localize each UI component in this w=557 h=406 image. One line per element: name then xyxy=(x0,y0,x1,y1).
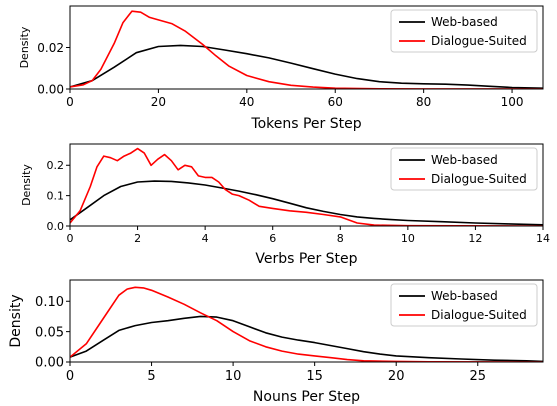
x-axis-label: Nouns Per Step xyxy=(253,389,360,405)
legend-label: Web-based xyxy=(431,289,498,303)
legend: Web-based Dialogue-Suited xyxy=(390,147,538,191)
legend-box xyxy=(390,283,538,327)
y-tick-label: 0.1 xyxy=(47,190,65,203)
series-line-dialogue-suited xyxy=(70,286,543,362)
x-axis-label: Verbs Per Step xyxy=(255,251,357,267)
x-tick-label: 15 xyxy=(306,369,323,384)
x-tick-label: 0 xyxy=(67,232,74,245)
x-tick-label: 2 xyxy=(134,232,141,245)
chart-panel-1: 0 20 40 60 80 100 0.00 0.02 Tokens Per Step Densi… xyxy=(18,5,544,132)
y-tick-label: 0.00 xyxy=(37,82,64,96)
x-tick-label: 8 xyxy=(337,232,344,245)
series-line-web-based xyxy=(70,44,543,89)
x-tick-label: 14 xyxy=(536,232,550,245)
legend-label: Dialogue-Suited xyxy=(431,308,527,322)
x-tick-label: 12 xyxy=(468,232,482,245)
y-axis-label: Density xyxy=(8,294,24,347)
y-tick-label: 0.05 xyxy=(35,325,64,340)
legend-label: Web-based xyxy=(431,15,498,29)
x-tick-label: 100 xyxy=(501,95,524,109)
x-tick-label: 60 xyxy=(328,95,343,109)
x-tick-label: 80 xyxy=(416,95,431,109)
legend: Web-based Dialogue-Suited xyxy=(390,9,538,53)
x-tick-label: 4 xyxy=(202,232,209,245)
y-axis-label: Density xyxy=(20,164,33,206)
x-tick-label: 40 xyxy=(239,95,254,109)
legend-label: Web-based xyxy=(431,153,498,167)
x-tick-label: 20 xyxy=(151,95,166,109)
series-line-dialogue-suited xyxy=(70,147,543,226)
legend-box xyxy=(390,9,538,53)
x-tick-label: 25 xyxy=(469,369,486,384)
series-line-web-based xyxy=(70,315,543,362)
y-axis-label: Density xyxy=(18,26,31,68)
x-tick-label: 5 xyxy=(147,369,155,384)
y-tick-label: 0.2 xyxy=(47,159,65,172)
legend-label: Dialogue-Suited xyxy=(431,34,527,48)
x-tick-label: 6 xyxy=(269,232,276,245)
legend-box xyxy=(390,147,538,191)
legend: Web-based Dialogue-Suited xyxy=(390,283,538,327)
y-tick-label: 0.0 xyxy=(47,220,65,233)
y-tick-label: 0.10 xyxy=(35,295,64,310)
y-tick-label: 0.02 xyxy=(37,41,64,55)
x-tick-label: 10 xyxy=(225,369,242,384)
x-tick-label: 0 xyxy=(66,95,74,109)
x-axis-label: Tokens Per Step xyxy=(250,116,361,132)
plot-frame xyxy=(69,143,544,227)
chart-panel-3: 0 5 10 15 20 25 0.00 0.05 0.10 Nouns Per Step Dens… xyxy=(8,279,544,405)
x-tick-label: 20 xyxy=(388,369,405,384)
plot-frame xyxy=(69,279,544,363)
series-line-dialogue-suited xyxy=(70,10,543,89)
x-tick-label: 0 xyxy=(66,369,74,384)
series-line-web-based xyxy=(70,180,543,226)
y-tick-label: 0.00 xyxy=(35,356,64,371)
x-tick-label: 10 xyxy=(401,232,415,245)
chart-panel-2: 0 2 4 6 8 10 12 14 0.0 0.1 0.2 Verbs Per Step Densit… xyxy=(20,143,550,267)
legend-label: Dialogue-Suited xyxy=(431,172,527,186)
